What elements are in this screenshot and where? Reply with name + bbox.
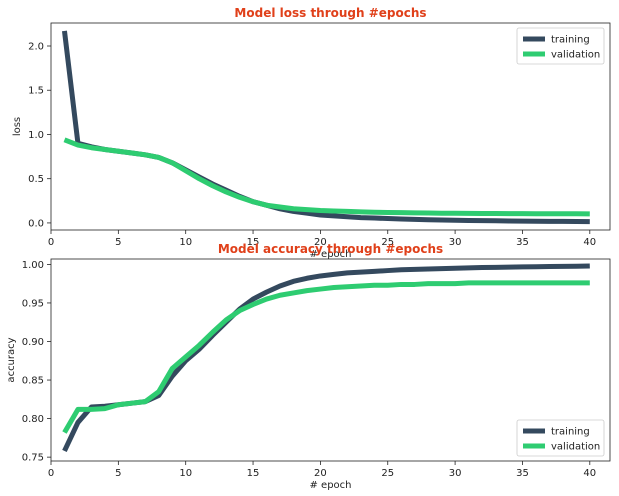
chart-accuracy: Model accuracy through #epochs 0 5 10 15 20 25…	[6, 242, 611, 491]
y-tick-label: 1.0	[28, 130, 44, 141]
x-tick-label: 15	[247, 237, 260, 248]
y-tick-label: 0.0	[28, 218, 44, 229]
chart-title: Model loss through #epochs	[234, 6, 426, 20]
y-tick-label: 0.90	[22, 337, 44, 348]
x-tick-label: 20	[314, 468, 327, 479]
legend: training validation	[516, 27, 605, 65]
x-axis-label: # epoch	[309, 480, 351, 491]
x-tick-label: 5	[115, 237, 121, 248]
x-tick-label: 30	[449, 237, 462, 248]
series-line-validation	[63, 137, 590, 217]
plot-frame	[50, 258, 611, 462]
x-tick-label: 0	[48, 468, 54, 479]
y-tick-label: 2.0	[28, 42, 44, 53]
y-axis-label: accuracy	[6, 337, 17, 382]
x-tick-label: 35	[516, 237, 529, 248]
legend: training validation	[516, 419, 605, 457]
series-line-training	[61, 30, 590, 225]
legend-label-training: training	[551, 427, 590, 438]
series-line-validation	[62, 280, 590, 434]
legend-label-training: training	[551, 35, 590, 46]
x-tick-label: 40	[583, 237, 596, 248]
y-tick-label: 1.5	[28, 86, 44, 97]
x-tick-label: 30	[449, 468, 462, 479]
x-tick-label: 40	[583, 468, 596, 479]
x-tick-label: 10	[179, 237, 192, 248]
x-tick-label: 0	[48, 237, 54, 248]
y-tick-label: 0.80	[22, 414, 44, 425]
y-tick-label: 0.85	[22, 376, 44, 387]
y-tick-label: 0.5	[28, 174, 44, 185]
legend-label-validation: validation	[551, 442, 600, 453]
plot-frame	[50, 22, 611, 231]
legend-label-validation: validation	[551, 50, 600, 61]
x-axis-label: # epoch	[309, 249, 351, 260]
chart-loss: Model loss through #epochs 0 5 10 15 20 25 30 35…	[12, 6, 611, 260]
y-tick-label: 0.95	[22, 298, 44, 309]
x-tick-label: 20	[314, 237, 327, 248]
chart-title: Model accuracy through #epochs	[218, 242, 443, 256]
series-line-training	[62, 263, 590, 453]
x-tick-label: 5	[115, 468, 121, 479]
x-tick-label: 25	[381, 468, 394, 479]
y-tick-label: 0.75	[22, 453, 44, 464]
x-tick-label: 25	[381, 237, 394, 248]
y-axis-label: loss	[12, 117, 23, 136]
y-tick-label: 1.00	[22, 260, 44, 271]
x-tick-label: 35	[516, 468, 529, 479]
x-tick-label: 15	[247, 468, 260, 479]
x-tick-label: 10	[179, 468, 192, 479]
